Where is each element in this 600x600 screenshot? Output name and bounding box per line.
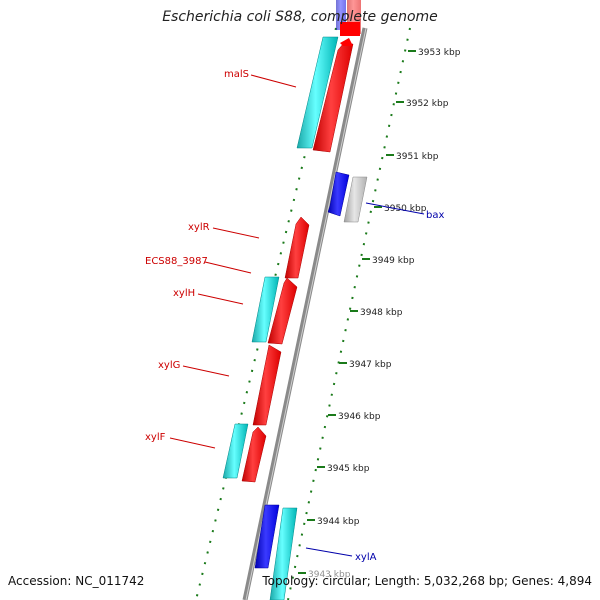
tick-label: 3943 kbp: [308, 570, 351, 580]
tick-label: 3944 kbp: [317, 517, 360, 527]
accession-label: Accession: NC_011742: [8, 574, 145, 588]
gene-arrow-mals-head: [340, 38, 353, 46]
cds-block-xyla: [269, 507, 298, 600]
gene-label-leader: [365, 202, 425, 215]
gene-label[interactable]: xylA: [355, 552, 377, 563]
tick-label: 3951 kbp: [396, 152, 439, 162]
cds-block-mals: [296, 36, 339, 149]
genome-backbone: [242, 27, 368, 600]
tick-label: 3949 kbp: [372, 256, 415, 266]
gene-label-leader: [169, 437, 216, 449]
gene-arrow-xylf: [241, 426, 267, 483]
pseudo-gene-bax: [343, 176, 368, 223]
gene-label-leader: [212, 227, 260, 239]
gene-fragment-top-red2: [340, 22, 360, 36]
gene-arrow-bax: [327, 171, 350, 217]
tick-label: 3952 kbp: [406, 99, 449, 109]
gene-label[interactable]: ECS88_3987: [145, 256, 208, 267]
cds-block-xylf: [222, 423, 249, 479]
gene-label[interactable]: malS: [224, 69, 249, 80]
gene-arrow-xylr: [284, 216, 310, 279]
tick-label: 3947 kbp: [349, 360, 392, 370]
tick-label: 3946 kbp: [338, 412, 381, 422]
tick-label: 3950 kbp: [384, 204, 427, 214]
gene-fragment-top-blue: [336, 0, 346, 30]
map-title: Escherichia coli S88, complete genome: [162, 9, 438, 25]
backbone-highlight: [245, 27, 367, 600]
tick-label: 3945 kbp: [327, 464, 370, 474]
gene-label[interactable]: xylG: [158, 360, 180, 371]
gene-label[interactable]: xylH: [173, 288, 195, 299]
gene-label-leader: [204, 261, 252, 274]
gene-label-leader: [250, 74, 297, 88]
tick-marks: 3953 kbp 3952 kbp 3951 kbp 3950 kbp 3949 kbp…: [298, 48, 461, 580]
gene-label[interactable]: bax: [426, 210, 444, 221]
gene-label-leader: [305, 547, 353, 557]
gene-label-leader: [197, 293, 244, 305]
genome-summary: Topology: circular; Length: 5,032,268 bp…: [262, 574, 592, 588]
gene-label-leader: [182, 365, 230, 377]
gene-label[interactable]: xylF: [145, 432, 166, 443]
gene-label[interactable]: xylR: [188, 222, 210, 233]
tick-label: 3953 kbp: [418, 48, 461, 58]
cds-block-xylh: [251, 276, 280, 343]
gene-arrow-xylg: [252, 344, 282, 426]
gene-arrow-xyla: [254, 504, 280, 569]
tick-label: 3948 kbp: [360, 308, 403, 318]
gene-arrow-xylh: [267, 277, 298, 345]
